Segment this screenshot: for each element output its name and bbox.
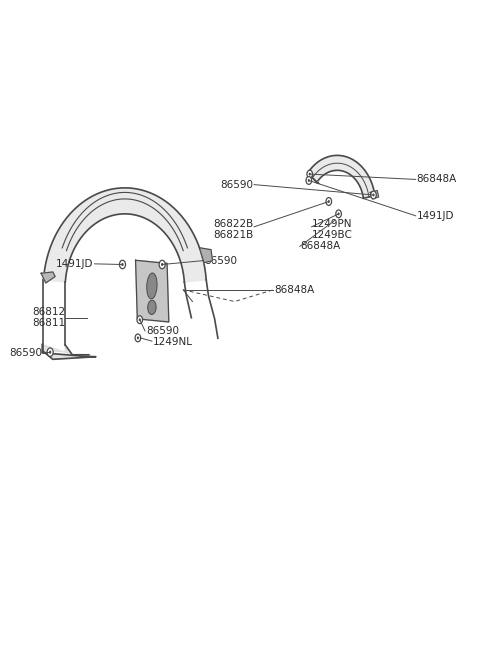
Text: 86848A: 86848A xyxy=(417,174,457,185)
Circle shape xyxy=(306,177,312,184)
Text: 86590: 86590 xyxy=(9,348,42,358)
Circle shape xyxy=(120,260,126,269)
Circle shape xyxy=(337,212,340,215)
Text: 86821B: 86821B xyxy=(213,230,253,240)
Circle shape xyxy=(137,316,143,324)
Circle shape xyxy=(47,348,53,356)
Ellipse shape xyxy=(148,300,156,314)
Circle shape xyxy=(308,179,310,182)
Circle shape xyxy=(159,260,165,269)
Polygon shape xyxy=(44,188,206,282)
Text: 1491JD: 1491JD xyxy=(56,259,94,269)
Circle shape xyxy=(121,263,124,266)
Circle shape xyxy=(139,318,141,321)
Circle shape xyxy=(371,191,376,199)
Text: 86590: 86590 xyxy=(220,179,253,189)
Circle shape xyxy=(326,198,332,206)
Circle shape xyxy=(328,200,330,203)
Circle shape xyxy=(161,263,163,266)
Polygon shape xyxy=(135,260,169,322)
Text: 1249BC: 1249BC xyxy=(312,230,352,240)
Text: 86811: 86811 xyxy=(33,318,66,328)
Text: 86848A: 86848A xyxy=(300,241,340,252)
Polygon shape xyxy=(41,272,55,283)
Circle shape xyxy=(137,337,139,339)
Text: 1491JD: 1491JD xyxy=(417,211,454,221)
Polygon shape xyxy=(308,173,319,183)
Text: 86848A: 86848A xyxy=(274,285,314,295)
Polygon shape xyxy=(42,345,96,360)
Circle shape xyxy=(307,170,312,178)
Text: 86812: 86812 xyxy=(33,307,66,317)
Text: 86590: 86590 xyxy=(146,326,179,336)
Polygon shape xyxy=(199,248,213,263)
Text: 1249PN: 1249PN xyxy=(312,219,352,229)
Polygon shape xyxy=(370,191,379,199)
Text: 86822B: 86822B xyxy=(213,219,253,229)
Circle shape xyxy=(49,350,51,354)
Polygon shape xyxy=(308,155,375,198)
Circle shape xyxy=(336,210,341,217)
Circle shape xyxy=(309,173,311,176)
Circle shape xyxy=(372,193,374,196)
Text: 1249NL: 1249NL xyxy=(153,337,193,347)
Circle shape xyxy=(135,334,141,342)
Text: 86590: 86590 xyxy=(204,255,237,266)
Ellipse shape xyxy=(147,273,157,299)
